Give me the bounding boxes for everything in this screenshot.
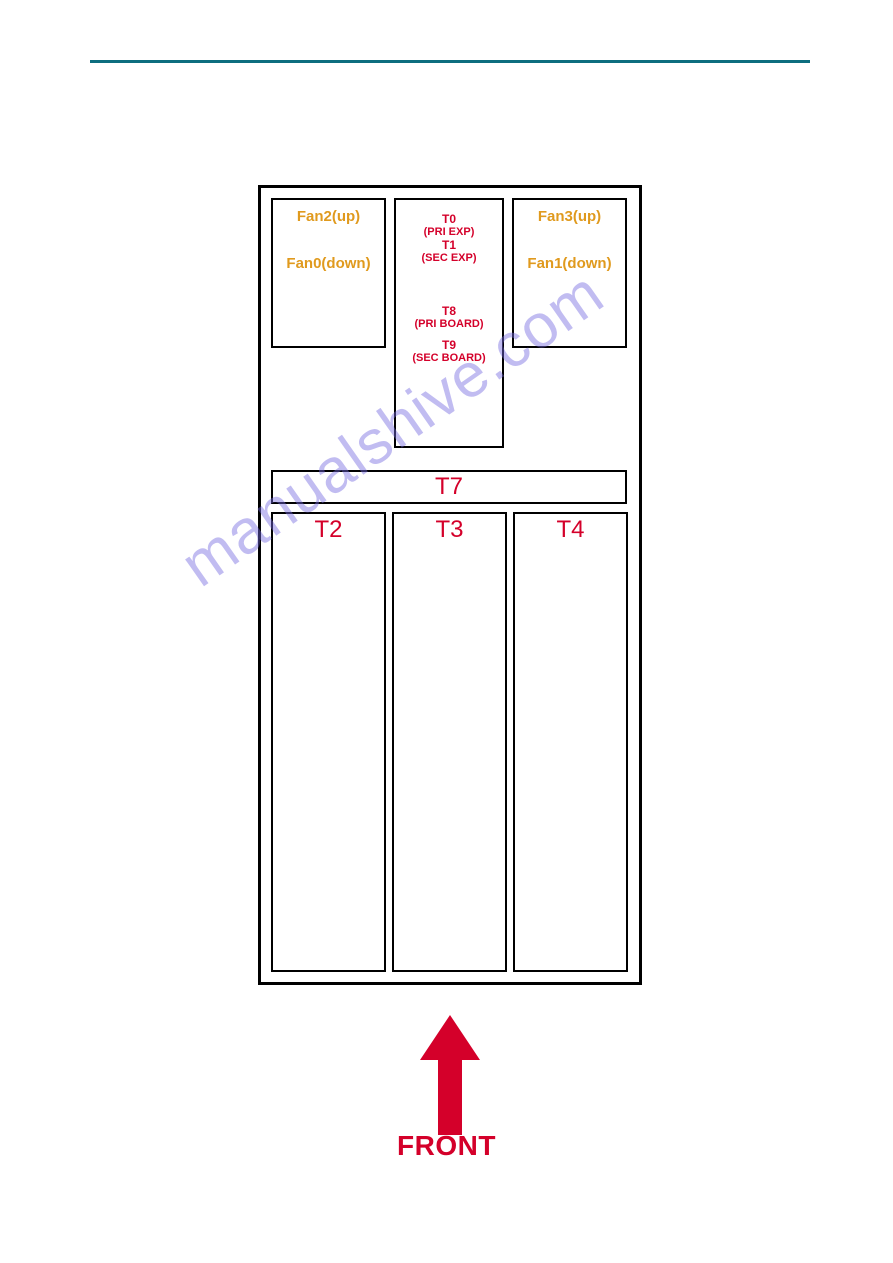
sec-exp-label: (SEC EXP) (396, 252, 502, 264)
zone-t7: T7 (271, 470, 627, 504)
zone-t3-label: T3 (394, 514, 505, 544)
fan0-down-label: Fan0(down) (273, 225, 384, 272)
chassis-outline: Fan2(up) Fan0(down) T0 (PRI EXP) T1 (SEC… (258, 185, 642, 985)
t9-label: T9 (396, 338, 502, 352)
t1-label: T1 (396, 238, 502, 252)
sec-board-label: (SEC BOARD) (396, 352, 502, 364)
t8-label: T8 (396, 304, 502, 318)
zone-t4-label: T4 (515, 514, 626, 544)
pri-board-label: (PRI BOARD) (396, 318, 502, 330)
t0-label: T0 (396, 212, 502, 226)
fan2-up-label: Fan2(up) (273, 200, 384, 225)
pri-exp-label: (PRI EXP) (396, 226, 502, 238)
zone-t2: T2 (271, 512, 386, 972)
fan-box-right: Fan3(up) Fan1(down) (512, 198, 627, 348)
fan-box-left: Fan2(up) Fan0(down) (271, 198, 386, 348)
front-label: FRONT (0, 1130, 893, 1162)
zone-t2-label: T2 (273, 514, 384, 544)
zone-t4: T4 (513, 512, 628, 972)
header-rule (90, 60, 810, 63)
front-arrow-icon (420, 1015, 480, 1135)
fan3-up-label: Fan3(up) (514, 200, 625, 225)
fan1-down-label: Fan1(down) (514, 225, 625, 272)
zone-t7-label: T7 (273, 472, 625, 502)
sensor-box-mid: T0 (PRI EXP) T1 (SEC EXP) T8 (PRI BOARD)… (394, 198, 504, 448)
zone-t3: T3 (392, 512, 507, 972)
